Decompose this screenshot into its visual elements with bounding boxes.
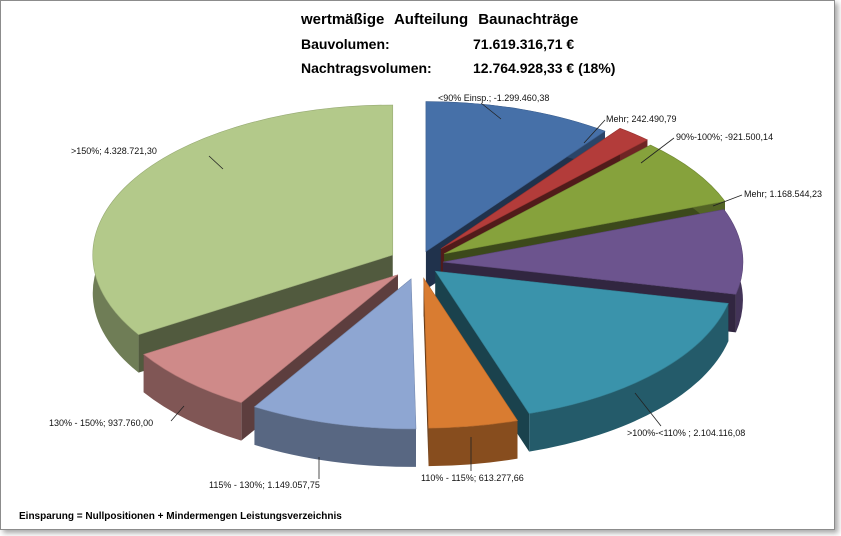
slice-top (442, 209, 744, 295)
slice-data-label: 115% - 130%; 1.149.057,75 (209, 480, 320, 490)
slice-top (425, 101, 606, 253)
slice-rim (254, 406, 416, 467)
label-leader-line (712, 194, 743, 207)
label-leader-line (583, 119, 606, 144)
bauvolumen-label: Bauvolumen: (301, 36, 390, 52)
slice-data-label: 90%-100%; -921.500,14 (676, 132, 773, 142)
pie-slice (423, 277, 519, 467)
slice-data-label: 110% - 115%; 613.277,66 (421, 473, 524, 483)
slice-data-label: <90% Einsp.; -1.299.460,38 (438, 93, 549, 103)
slice-data-label: Mehr; 1.168.544,23 (744, 189, 822, 199)
pie-slice (253, 278, 417, 467)
label-leader-line (480, 102, 502, 120)
footnote: Einsparung = Nullpositionen + Mindermeng… (19, 511, 342, 522)
slice-top (143, 274, 399, 403)
slice-cut-face (423, 278, 429, 467)
slice-data-label: >100%-<110% ; 2.104.116,08 (627, 428, 745, 438)
bauvolumen-value: 71.619.316,71 € (473, 36, 575, 52)
label-leader-line (208, 155, 224, 170)
label-leader-line (640, 137, 675, 164)
slice-top (443, 144, 726, 255)
slice-rim (529, 303, 729, 452)
nachtragsvolumen-label: Nachtragsvolumen: (301, 60, 432, 76)
slice-top (434, 270, 729, 414)
slice-rim (143, 354, 242, 441)
nachtragsvolumen-value: 12.764.928,33 € (18%) (473, 60, 616, 76)
slice-data-label: 130% - 150%; 937.760,00 (49, 418, 153, 428)
slice-data-label: >150%; 4.328.721,30 (71, 146, 157, 156)
slice-top (253, 278, 417, 430)
label-leader-line (170, 405, 185, 422)
slice-data-label: Mehr; 242.490,79 (606, 114, 677, 124)
slice-top (440, 128, 649, 249)
slice-top (423, 277, 519, 429)
chart-title: wertmäßige Aufteilung Baunachträge (301, 11, 579, 28)
slice-rim (428, 420, 518, 467)
pie-chart: <90% Einsp.; -1.299.460,38 Mehr; 242.490,… (49, 93, 822, 490)
slice-top (92, 104, 394, 336)
label-leader-line (634, 392, 662, 427)
